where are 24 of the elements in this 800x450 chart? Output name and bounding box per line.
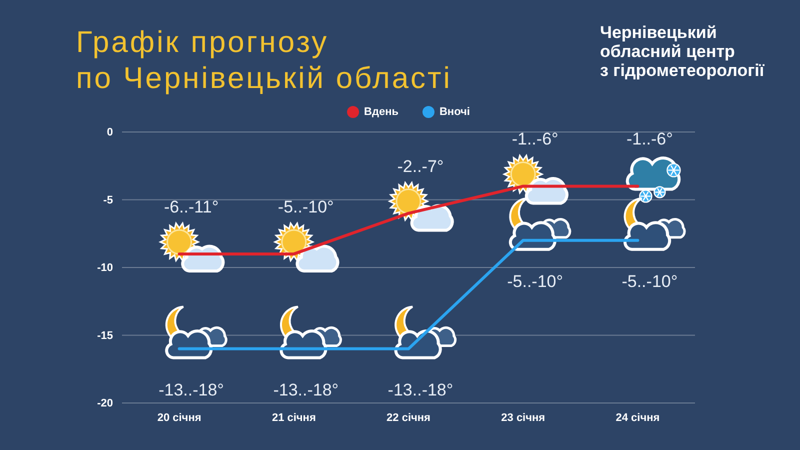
legend-label: Вдень [364,106,399,118]
y-tick-label: -10 [97,262,113,274]
y-tick-label: 0 [106,126,113,139]
y-tick-label: -15 [97,330,113,342]
data-label: -1..-6° [512,130,558,149]
x-tick-label: 20 січня [157,412,202,424]
data-label: -2..-7° [397,156,444,176]
y-tick-label: -20 [97,398,113,410]
text: Чернівецький обласний центр з гідрометеорології [600,23,766,80]
data-label: -13..-18° [273,380,339,400]
chart-title: Графік прогнозу по Чернівецькій області [76,26,452,95]
data-label: -13..-18° [158,380,224,400]
y-tick-label: -5 [103,194,113,206]
data-label: -5..-10° [507,272,564,291]
legend-label: Вночі [439,106,470,118]
data-label: -1..-6° [626,130,673,149]
x-tick-label: 22 січня [386,412,430,424]
data-label: -5..-10° [622,272,678,291]
data-label: -13..-18° [388,380,454,400]
data-label: -6..-11° [164,197,219,216]
x-tick-label: 24 січня [616,412,660,424]
data-label: -5..-10° [278,197,334,216]
x-tick-label: 23 січня [501,412,546,424]
x-tick-label: 21 січня [272,412,316,424]
